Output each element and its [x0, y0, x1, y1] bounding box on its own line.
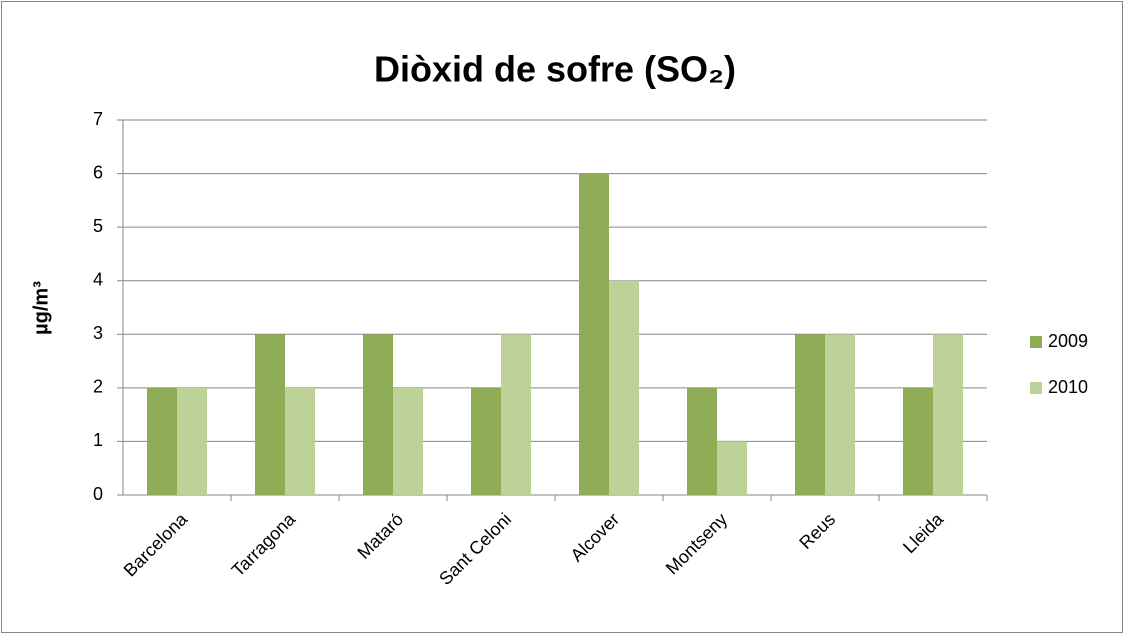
bar: [147, 387, 177, 495]
legend-swatch: [1030, 336, 1042, 348]
bar: [471, 387, 501, 495]
bar: [795, 334, 825, 495]
bar: [255, 334, 285, 495]
bar: [501, 334, 531, 495]
bar: [579, 173, 609, 496]
legend-label: 2010: [1048, 377, 1088, 397]
bar: [903, 387, 933, 495]
bar: [825, 334, 855, 495]
bar: [393, 387, 423, 495]
y-tick-label: 4: [93, 269, 103, 289]
y-tick-label: 1: [93, 430, 103, 450]
y-tick-label: 2: [93, 377, 103, 397]
y-tick-label: 5: [93, 216, 103, 236]
bar: [933, 334, 963, 495]
bar: [285, 387, 315, 495]
bar: [177, 387, 207, 495]
legend-swatch: [1030, 382, 1042, 394]
bar: [687, 387, 717, 495]
legend-label: 2009: [1048, 331, 1088, 351]
bar: [363, 334, 393, 495]
y-tick-label: 0: [93, 484, 103, 504]
y-tick-label: 7: [93, 109, 103, 129]
y-axis-label: µg/m³: [30, 281, 52, 335]
y-tick-label: 6: [93, 162, 103, 182]
bar: [609, 280, 639, 495]
chart-title: Diòxid de sofre (SO₂): [374, 49, 736, 90]
bar: [717, 441, 747, 495]
y-tick-label: 3: [93, 323, 103, 343]
